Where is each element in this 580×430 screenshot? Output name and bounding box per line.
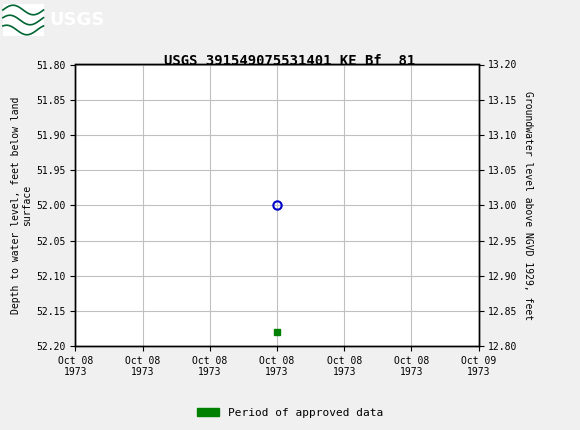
Y-axis label: Depth to water level, feet below land
surface: Depth to water level, feet below land su… — [10, 97, 32, 314]
Text: USGS 391549075531401 KE Bf  81: USGS 391549075531401 KE Bf 81 — [164, 54, 416, 68]
Text: USGS: USGS — [49, 11, 104, 29]
Bar — [3, 4, 43, 36]
Legend: Period of approved data: Period of approved data — [193, 403, 387, 422]
Y-axis label: Groundwater level above NGVD 1929, feet: Groundwater level above NGVD 1929, feet — [523, 91, 533, 320]
